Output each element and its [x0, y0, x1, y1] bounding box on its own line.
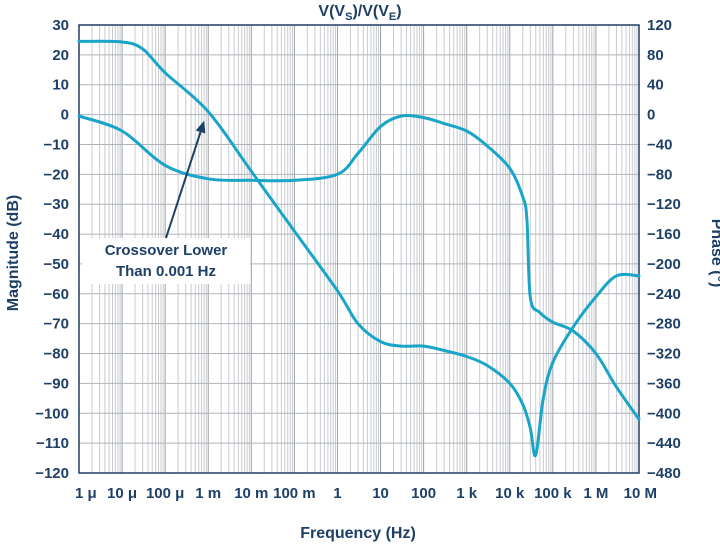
y-tick-label-left: −70	[44, 316, 69, 333]
y-tick-label-right: −200	[647, 256, 681, 273]
y-axis-label-right: Phase (°)	[708, 219, 720, 288]
plot-frame	[78, 24, 640, 474]
y-tick-label-left: 10	[52, 77, 69, 94]
x-tick-label: 10 M	[624, 485, 657, 502]
y-tick-label-left: −20	[44, 166, 69, 183]
x-tick-label: 100	[411, 485, 436, 502]
y-tick-label-right: −40	[647, 136, 672, 153]
x-tick-label: 10 m	[234, 485, 268, 502]
y-tick-label-left: 30	[52, 17, 69, 34]
annotation-line-2: Than 0.001 Hz	[116, 263, 216, 280]
y-tick-label-right: −280	[647, 316, 681, 333]
annotation-box	[82, 238, 250, 284]
y-tick-label-right: 40	[647, 77, 664, 94]
x-tick-label: 1	[333, 485, 341, 502]
x-tick-label: 100 k	[534, 485, 572, 502]
x-tick-label: 100 m	[273, 485, 316, 502]
y-tick-label-left: −120	[35, 465, 69, 482]
x-tick-label: 1 m	[195, 485, 221, 502]
y-axis-label-left: Magnitude (dB)	[5, 195, 22, 311]
y-tick-label-right: 120	[647, 17, 672, 34]
annotation-arrowhead	[195, 120, 206, 134]
x-tick-label: 10 k	[495, 485, 525, 502]
y-tick-label-left: −50	[44, 256, 69, 273]
y-tick-label-right: −120	[647, 196, 681, 213]
x-tick-label: 1 μ	[75, 485, 97, 502]
y-tick-label-left: −40	[44, 226, 69, 243]
y-tick-label-right: −360	[647, 375, 681, 392]
x-axis-label: Frequency (Hz)	[300, 525, 416, 542]
x-tick-label: 1 M	[583, 485, 608, 502]
x-tick-label: 1 k	[456, 485, 478, 502]
y-ticks-right: 120 80 40 0 −40 −80 −120 −160 −200 −240 −280 −320 −3…	[647, 17, 681, 482]
curves	[77, 39, 641, 458]
annotation-arrow	[165, 131, 202, 239]
y-tick-label-left: −80	[44, 346, 69, 363]
y-tick-label-left: −30	[44, 196, 69, 213]
y-tick-label-right: 0	[647, 107, 655, 124]
y-tick-label-right: −240	[647, 286, 681, 303]
y-tick-label-left: −60	[44, 286, 69, 303]
y-tick-label-left: −90	[44, 375, 69, 392]
y-tick-label-right: −400	[647, 405, 681, 422]
y-tick-label-left: −10	[44, 136, 69, 153]
y-tick-label-left: 0	[61, 107, 69, 124]
y-tick-label-left: 20	[52, 47, 69, 64]
x-tick-label: 10	[372, 485, 389, 502]
y-tick-label-right: 80	[647, 47, 664, 64]
annotation-line-1: Crossover Lower	[105, 242, 228, 259]
y-tick-label-left: −100	[35, 405, 69, 422]
chart-title: V(VS)/V(VE)	[318, 3, 401, 23]
magnitude-curve	[77, 39, 641, 458]
phase-curve	[77, 114, 641, 421]
y-tick-label-right: −480	[647, 465, 681, 482]
y-ticks-left: 30 20 10 0 −10 −20 −30 −40 −50 −60 −70 −80 −90 −100 −1…	[35, 17, 69, 482]
y-tick-label-right: −160	[647, 226, 681, 243]
y-tick-label-right: −440	[647, 435, 681, 452]
y-tick-label-left: −110	[36, 435, 69, 452]
x-tick-label: 10 μ	[107, 485, 137, 502]
x-tick-label: 100 μ	[146, 485, 184, 502]
y-tick-label-right: −320	[647, 346, 681, 363]
y-tick-label-right: −80	[647, 166, 672, 183]
x-ticks: 1 μ 10 μ 100 μ 1 m 10 m 100 m 1 10 100 1 k 10 k 100…	[75, 485, 657, 502]
